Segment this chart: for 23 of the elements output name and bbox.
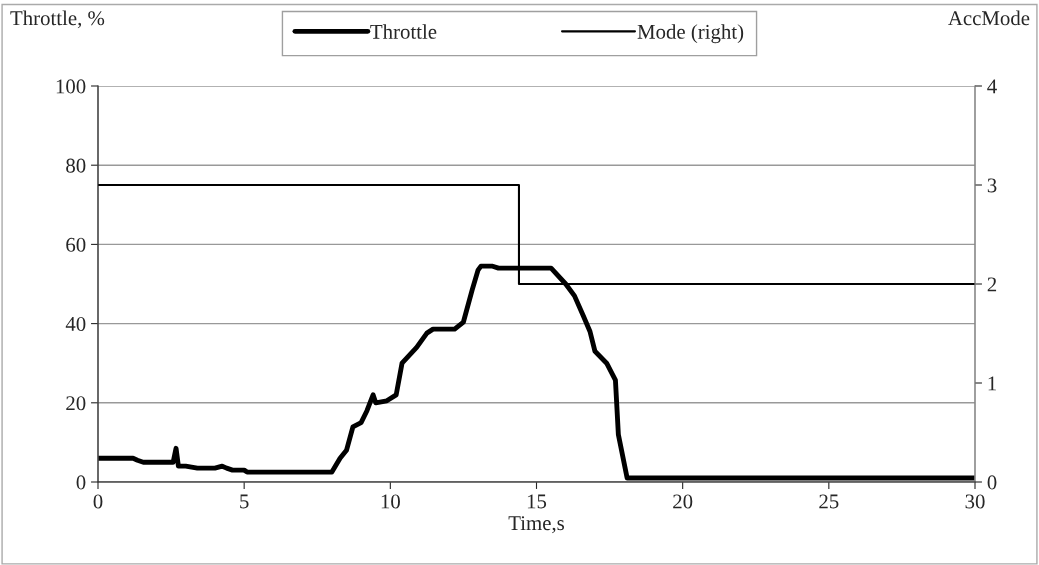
x-tick-label: 15: [527, 494, 547, 509]
y2-tick-label: 3: [987, 178, 997, 193]
y2-axis-title: AccMode: [948, 10, 1030, 26]
x-tick-label: 0: [93, 494, 103, 509]
x-tick-label: 30: [965, 494, 985, 509]
y2-tick-label: 4: [987, 79, 997, 94]
y-tick-label: 80: [66, 158, 86, 173]
x-tick-label: 25: [819, 494, 839, 509]
y2-tick-label: 0: [987, 475, 997, 490]
y2-tick-label: 1: [988, 376, 996, 391]
x-tick-label: 20: [673, 494, 693, 509]
y-tick-label: 100: [56, 79, 86, 94]
legend-label: Mode (right): [637, 24, 744, 44]
legend-label: Throttle: [370, 24, 437, 39]
y-tick-label: 60: [66, 237, 86, 252]
y2-tick-label: 2: [987, 277, 997, 292]
x-axis-title: Time,s: [508, 516, 565, 534]
y-tick-label: 0: [76, 475, 86, 490]
y-axis-title: Throttle, %: [10, 10, 105, 29]
y-tick-label: 20: [66, 396, 86, 411]
y-tick-label: 40: [65, 316, 86, 332]
x-tick-label: 10: [381, 494, 400, 509]
x-tick-label: 5: [240, 494, 249, 509]
